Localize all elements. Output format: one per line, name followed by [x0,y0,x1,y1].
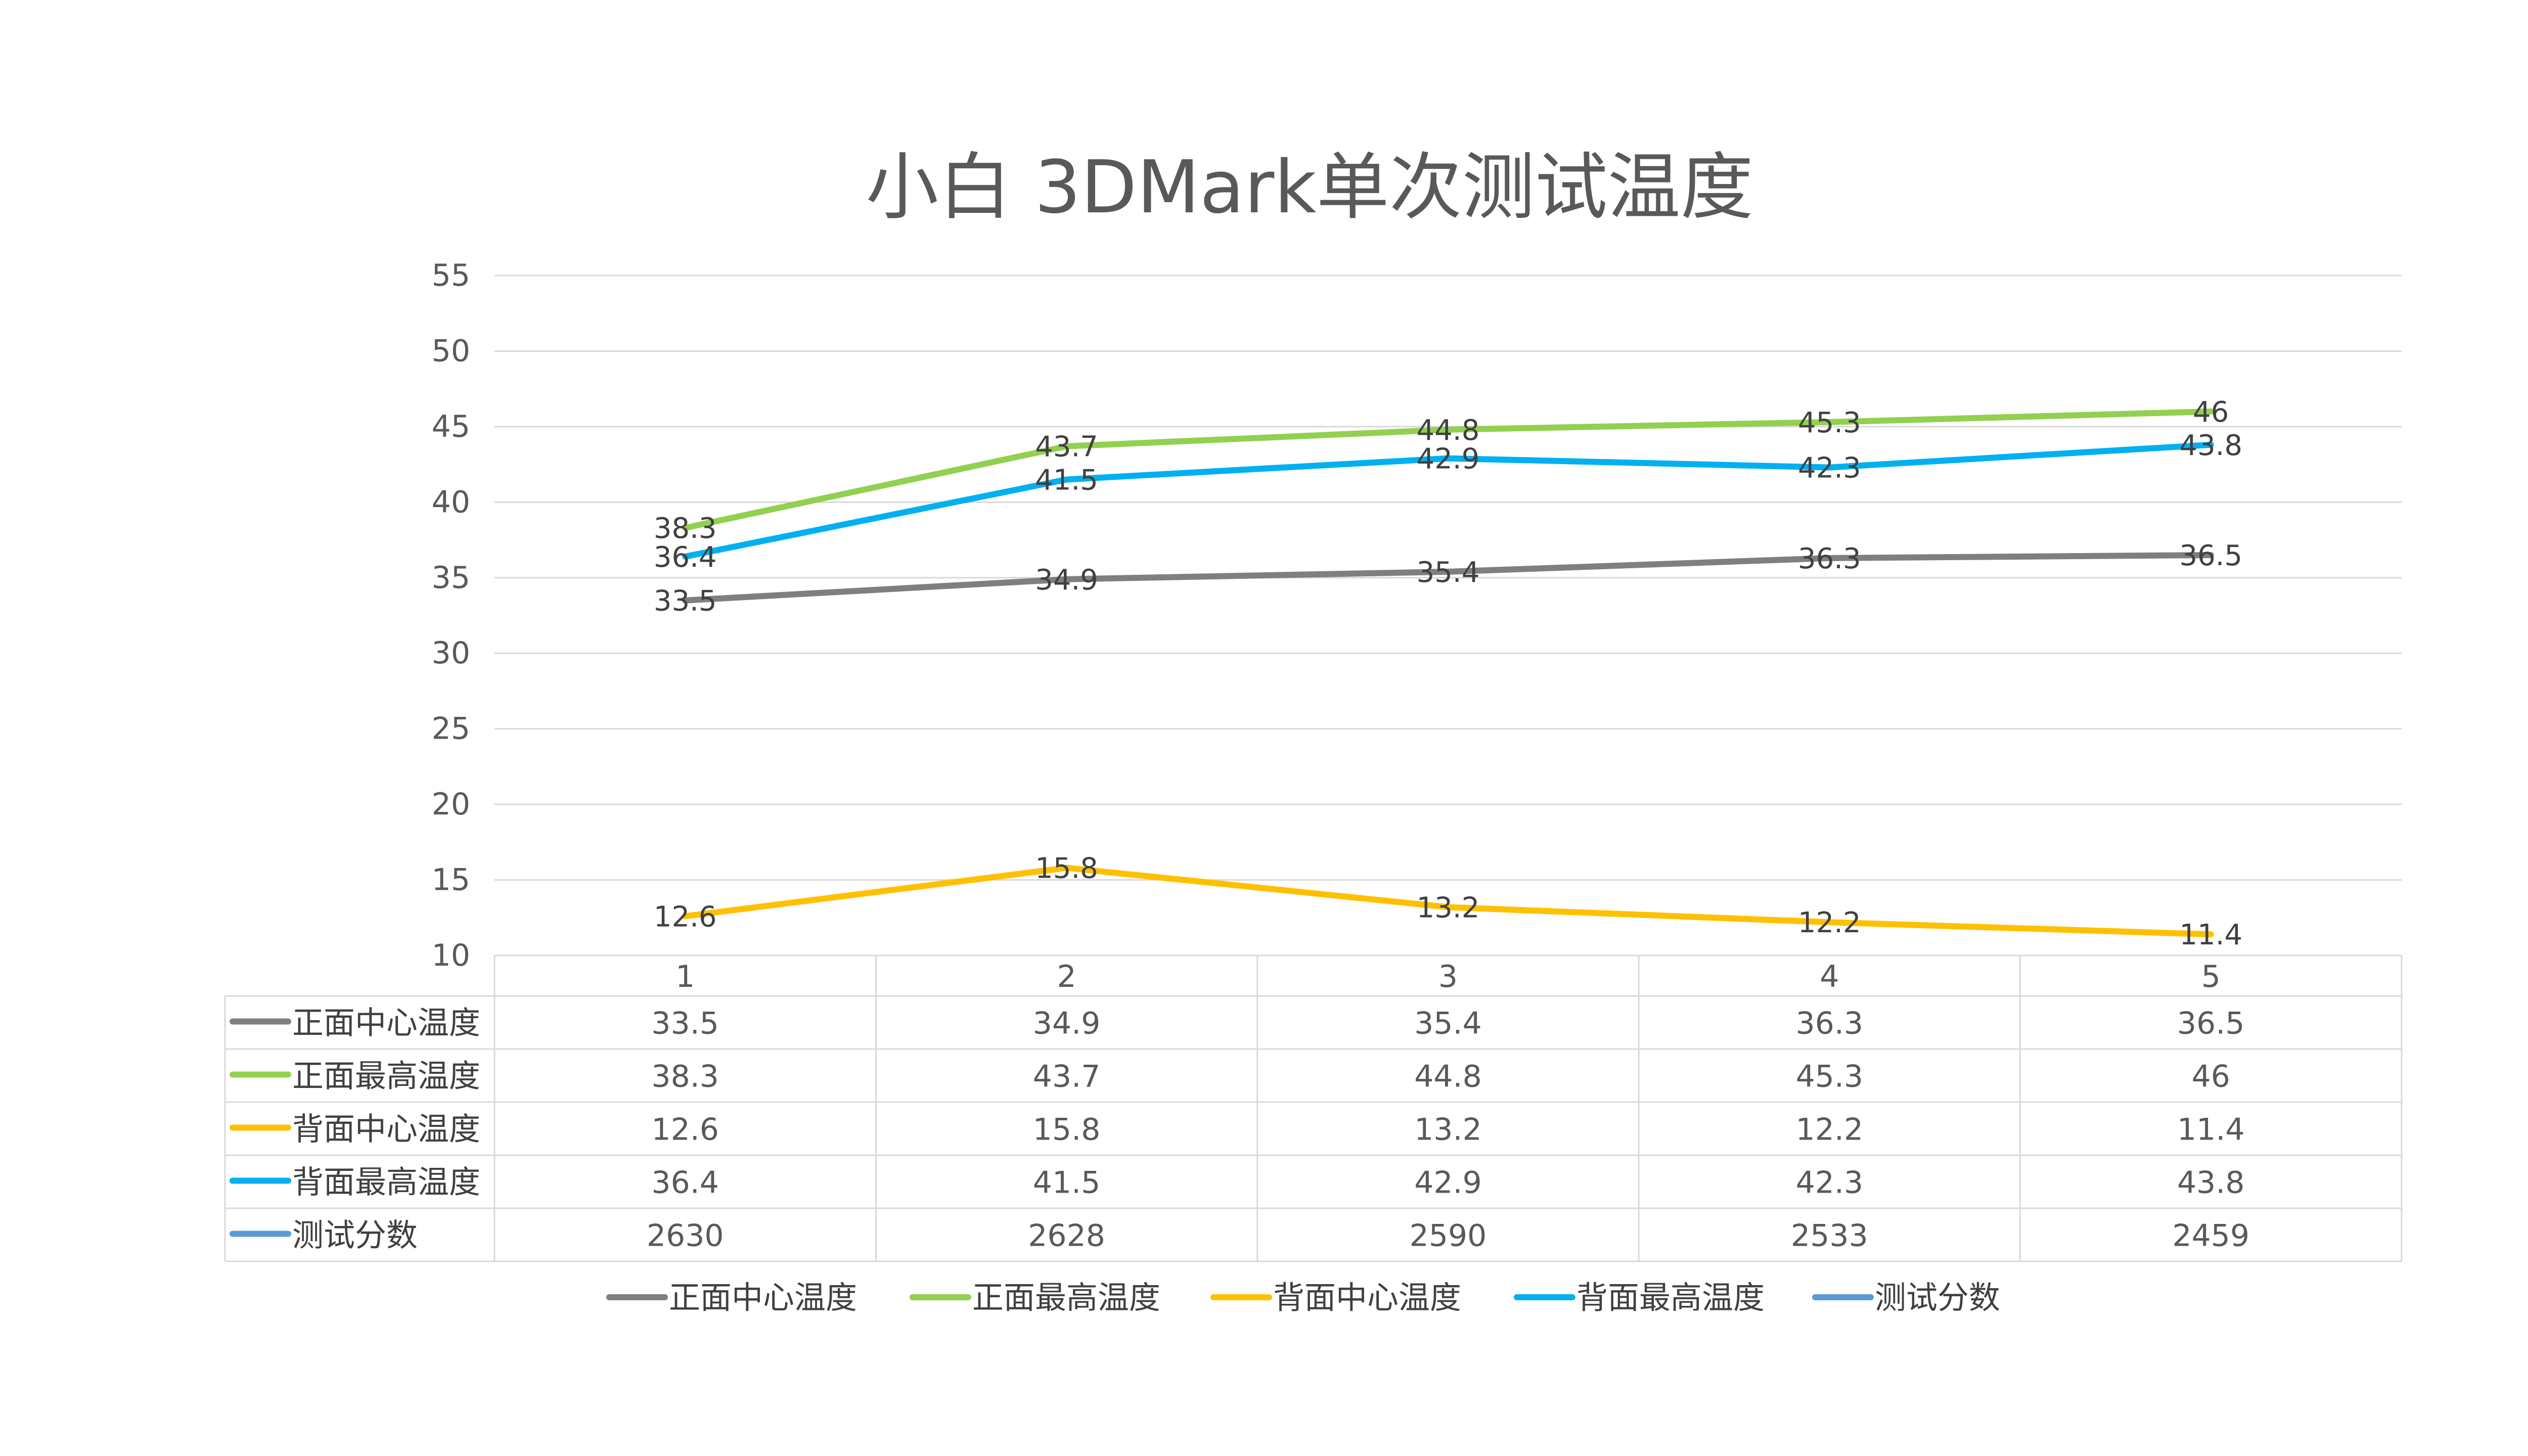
y-tick-label: 35 [432,560,470,596]
gridlines [494,275,2402,957]
x-tick-label: 5 [2201,959,2221,994]
table-cell: 2630 [647,1218,724,1254]
data-label: 13.2 [1417,891,1480,924]
data-label: 33.5 [654,585,717,618]
table-cell: 46 [2192,1059,2230,1095]
series-line [682,864,2214,938]
table-cell: 44.8 [1414,1059,1482,1095]
data-label: 36.5 [2179,539,2242,572]
x-tick-label: 2 [1057,959,1076,994]
y-tick-label: 15 [432,862,470,898]
data-label: 36.4 [654,541,717,574]
table-cell: 36.5 [2177,1006,2245,1041]
table-cell: 34.9 [1033,1006,1101,1041]
table-cell: 43.7 [1033,1059,1101,1095]
y-tick-label: 10 [432,938,470,973]
y-tick-label: 30 [432,635,470,671]
table-cell: 15.8 [1033,1112,1101,1148]
table-cell: 45.3 [1796,1059,1864,1095]
table-row-label: 正面中心温度 [292,1005,480,1041]
data-label: 43.7 [1035,431,1098,464]
data-label: 42.3 [1798,452,1861,485]
data-label: 11.4 [2179,919,2242,951]
table-cell: 36.3 [1796,1006,1864,1041]
table-cell: 38.3 [651,1059,719,1095]
series-line [682,441,2214,560]
y-tick-label: 45 [432,409,470,444]
data-label: 15.8 [1035,852,1098,885]
y-tick-label: 25 [432,711,470,747]
table-row-label: 背面中心温度 [292,1111,480,1148]
y-tick-label: 20 [432,787,470,822]
data-label: 45.3 [1798,406,1861,439]
table-cell: 42.3 [1796,1165,1864,1201]
series-lines [682,408,2214,938]
data-label: 46 [2193,396,2229,429]
table-cell: 35.4 [1414,1006,1482,1041]
data-label: 35.4 [1417,556,1480,589]
y-axis-ticks: 10 15 20 25 30 35 40 45 50 55 [432,258,470,973]
legend-label: 正面最高温度 [972,1279,1160,1316]
table-cell: 36.4 [651,1165,719,1201]
table-cell: 13.2 [1414,1112,1482,1148]
y-tick-label: 55 [432,258,470,293]
data-label: 41.5 [1035,464,1098,497]
legend: 正面中心温度 正面最高温度 背面中心温度 背面最高温度 测试分数 [606,1279,2000,1316]
x-tick-label: 4 [1820,959,1839,994]
table-cell: 12.2 [1796,1112,1864,1148]
legend-label: 测试分数 [1875,1279,2000,1316]
table-row-label: 背面最高温度 [292,1164,480,1201]
data-table: 1 2 3 4 5 正面中心温度 33.5 34.9 35.4 36.3 36.5 正面最高温度 38.… [224,954,2403,1262]
table-cell: 33.5 [651,1006,719,1041]
table-cell: 42.9 [1414,1165,1482,1201]
y-tick-label: 50 [432,333,470,369]
table-cell: 11.4 [2177,1112,2245,1148]
x-tick-label: 3 [1438,959,1458,994]
data-label: 12.2 [1798,906,1861,939]
data-label: 42.9 [1417,443,1480,476]
data-label: 36.3 [1798,542,1861,575]
table-cell: 41.5 [1033,1165,1101,1201]
table-cell: 2628 [1028,1218,1105,1254]
table-cell: 12.6 [651,1112,719,1148]
data-label: 43.8 [2179,429,2242,462]
table-row-label: 正面最高温度 [292,1058,480,1095]
chart-title: 小白 3DMark单次测试温度 [866,145,1753,230]
data-labels: 33.5 34.9 35.4 36.3 36.5 38.3 43.7 44.8 45.3 46 12… [654,396,2242,951]
table-cell: 43.8 [2177,1165,2245,1201]
x-tick-label: 1 [675,959,695,994]
legend-label: 背面最高温度 [1576,1279,1765,1316]
legend-label: 正面中心温度 [669,1279,857,1316]
table-cell: 2459 [2172,1218,2249,1254]
series-line [682,552,2214,604]
series-line [682,408,2214,531]
legend-label: 背面中心温度 [1273,1279,1461,1316]
data-label: 38.3 [654,512,717,545]
y-tick-label: 40 [432,484,470,520]
data-label: 44.8 [1417,414,1480,447]
table-cell: 2533 [1791,1218,1868,1254]
table-cell: 2590 [1410,1218,1487,1254]
data-label: 34.9 [1035,564,1098,597]
table-row-label: 测试分数 [292,1217,418,1254]
data-label: 12.6 [654,900,717,933]
